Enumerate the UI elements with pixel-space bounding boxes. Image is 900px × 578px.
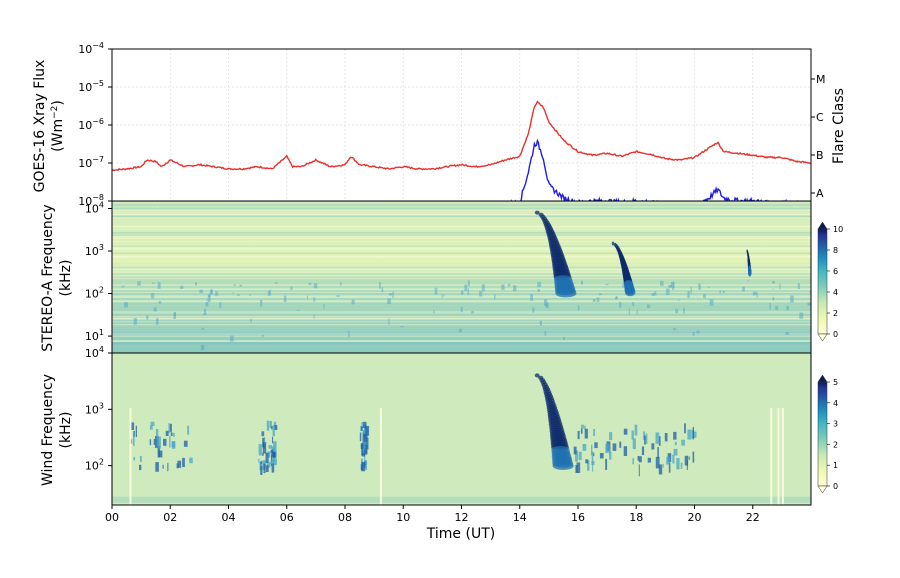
wind-y-tick-label: 102 xyxy=(85,458,104,473)
x-tick-label: 12 xyxy=(455,511,469,524)
x-tick-label: 10 xyxy=(396,511,410,524)
stereo-colorbar-tick: 4 xyxy=(833,288,838,297)
wind-ylabel-line1: Wind Frequency xyxy=(40,374,56,486)
wind-colorbar-tick: 4 xyxy=(833,399,838,408)
stereo-ylabel-line2: (kHz) xyxy=(58,260,74,297)
wind-colorbar: 0 1 2 3 4 5 xyxy=(817,374,838,494)
wind-frame xyxy=(111,352,812,506)
x-tick-label: 02 xyxy=(163,511,177,524)
x-tick-label: 00 xyxy=(105,511,119,524)
wind-background xyxy=(112,353,811,505)
goes-y-tick-label: 10−4 xyxy=(78,41,104,56)
wind-y-tick-label: 104 xyxy=(85,345,104,360)
flare-class-tick: C xyxy=(816,111,824,124)
goes-series-long xyxy=(112,100,811,172)
wind-colorbar-tick: 1 xyxy=(833,461,838,470)
flare-class-tick: M xyxy=(816,73,826,86)
stereo-colorbar-tick: 10 xyxy=(833,225,843,234)
stereo-y-tick-label: 101 xyxy=(85,328,104,343)
stereo-colorbar-tick: 0 xyxy=(833,330,838,339)
x-tick-label: 16 xyxy=(571,511,585,524)
wind-features xyxy=(112,408,811,505)
flare-class-label: Flare Class xyxy=(831,88,847,164)
goes-panel: 10−8 10−7 10−6 10−5 10−4 A B C M GOES-16 Xray F… xyxy=(32,41,847,208)
x-tick-label: 04 xyxy=(222,511,236,524)
stereo-colorbar-tick: 6 xyxy=(833,267,838,276)
goes-y-tick-label: 10−7 xyxy=(78,155,104,170)
stereo-ylabel-line1: STEREO-A Frequency xyxy=(40,204,56,351)
wind-colorbar-tick: 2 xyxy=(833,440,838,449)
x-tick-label: 14 xyxy=(513,511,527,524)
wind-y-ticks: 102 103 104 xyxy=(85,345,112,473)
stereo-y-ticks: 101 102 103 104 xyxy=(85,200,112,343)
stereo-colorbar-tick: 8 xyxy=(833,246,838,255)
flare-class-tick: A xyxy=(816,187,824,200)
goes-ylabel-line1: GOES-16 Xray Flux xyxy=(32,60,48,193)
x-tick-label: 06 xyxy=(280,511,294,524)
stereo-y-tick-label: 102 xyxy=(85,286,104,301)
stereo-y-tick-label: 104 xyxy=(85,200,104,215)
stereo-noise-stripes xyxy=(112,201,811,351)
wind-colorbar-tick: 5 xyxy=(833,378,838,387)
x-ticks: 00 02 04 06 08 10 12 14 16 18 20 22 xyxy=(105,505,760,524)
x-axis-label: Time (UT) xyxy=(426,526,495,542)
wind-bursts xyxy=(534,373,574,470)
goes-y-tick-label: 10−5 xyxy=(78,79,104,94)
wind-y-tick-label: 103 xyxy=(85,401,104,416)
wind-colorbar-tick: 0 xyxy=(833,482,838,491)
goes-y-tick-label: 10−6 xyxy=(78,117,104,132)
x-tick-label: 18 xyxy=(629,511,643,524)
wind-ylabel-line2: (kHz) xyxy=(58,412,74,449)
goes-ylabel-line2: (Wm−2) xyxy=(50,100,66,152)
wind-colorbar-tick: 3 xyxy=(833,420,838,429)
x-tick-label: 20 xyxy=(688,511,702,524)
x-tick-label: 08 xyxy=(338,511,352,524)
flare-class-tick: B xyxy=(816,149,824,162)
goes-y-ticks: 10−8 10−7 10−6 10−5 10−4 xyxy=(78,41,112,208)
stereo-colorbar: 0 2 4 6 8 10 xyxy=(817,221,843,342)
stereo-colorbar-tick: 2 xyxy=(833,309,838,318)
stereo-y-tick-label: 103 xyxy=(85,243,104,258)
stereo-bursts xyxy=(534,210,752,298)
x-tick-label: 22 xyxy=(746,511,760,524)
flare-class-ticks: A B C M xyxy=(811,73,826,200)
goes-y-tick-label: 10−8 xyxy=(78,193,104,208)
